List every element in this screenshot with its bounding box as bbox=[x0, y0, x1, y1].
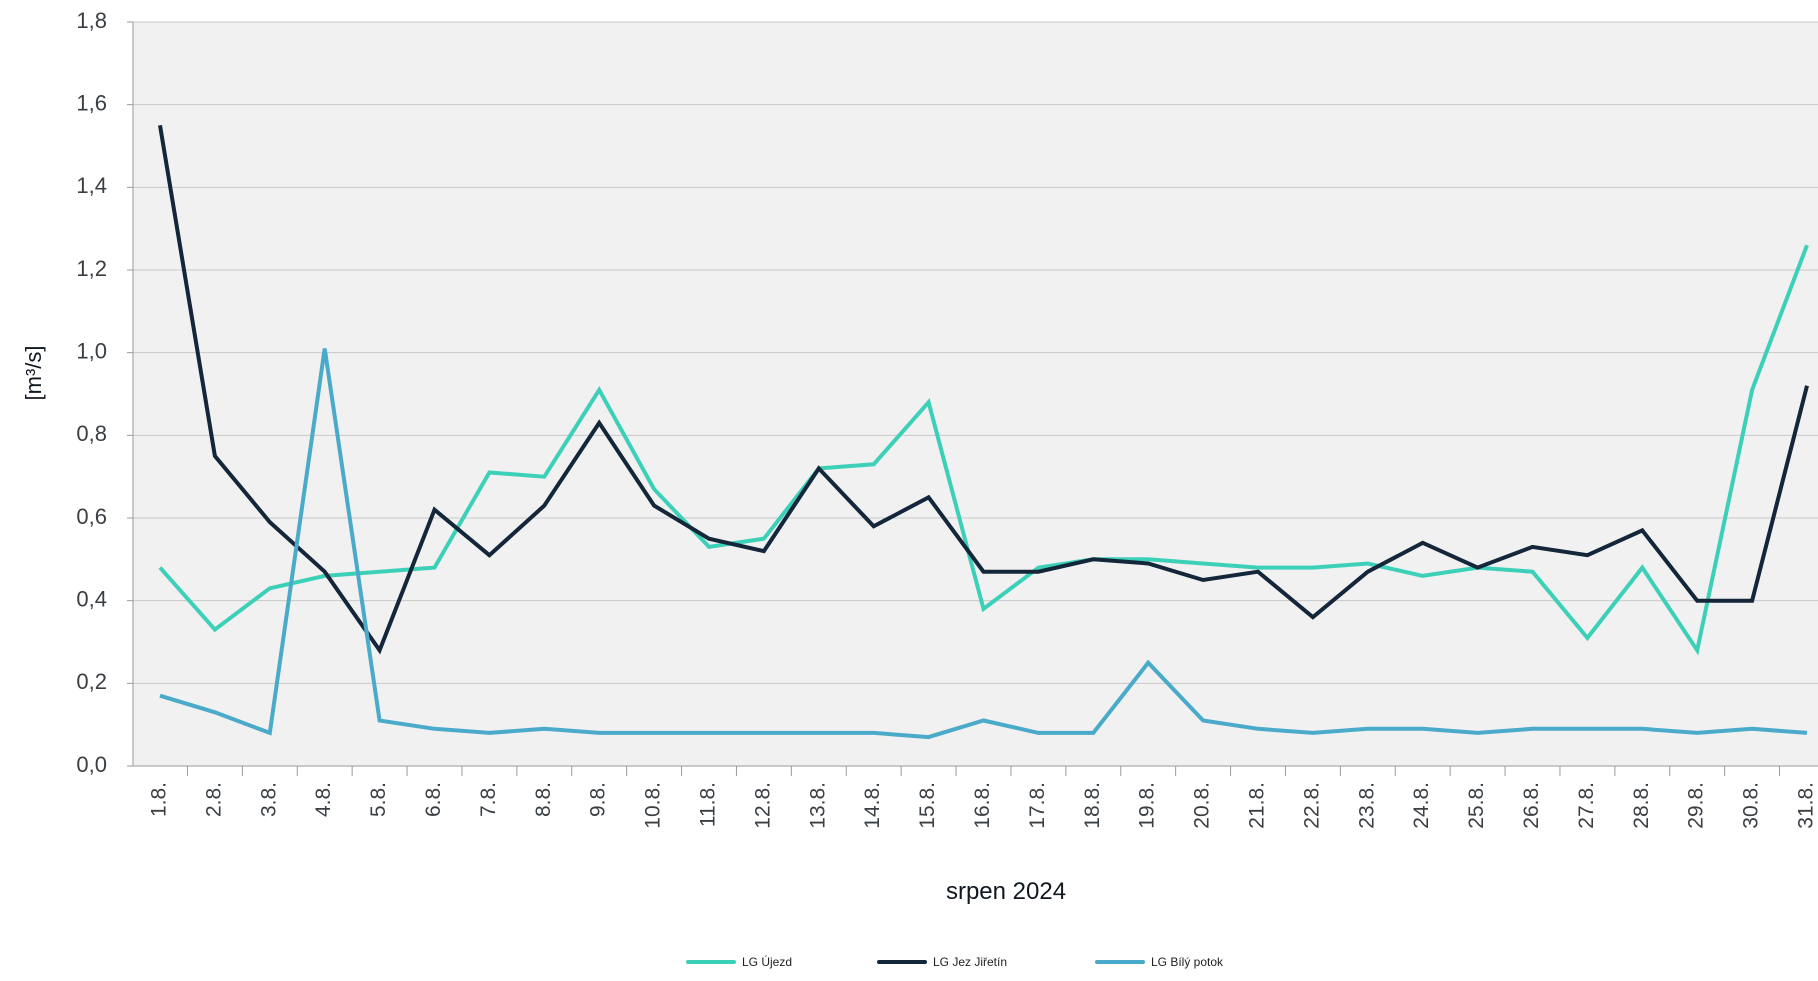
x-tick-label: 27.8. bbox=[1575, 782, 1598, 829]
legend-label-ujezd: LG Újezd bbox=[742, 955, 793, 969]
legend-swatch-bily-potok bbox=[1095, 960, 1145, 964]
x-tick-label: 20.8. bbox=[1191, 782, 1214, 829]
x-tick-label: 24.8. bbox=[1410, 782, 1433, 829]
x-tick-labels: 1.8. 2.8. 3.8. 4.8. 5.8. 6.8. 7.8. 8.8. 9.8. 10.8… bbox=[148, 766, 1818, 829]
legend-item-bily-potok: LG Bílý potok bbox=[1095, 955, 1223, 969]
series-lines bbox=[158, 124, 1809, 740]
x-tick-label: 5.8. bbox=[367, 782, 390, 817]
x-tick-label: 11.8. bbox=[697, 782, 720, 827]
plot-area bbox=[133, 22, 1818, 766]
y-tick-label: 0,8 bbox=[76, 421, 107, 446]
x-tick-label: 29.8. bbox=[1685, 782, 1708, 829]
x-tick-label: 22.8. bbox=[1300, 782, 1323, 829]
x-tick-label: 7.8. bbox=[477, 782, 500, 817]
x-tick-label: 3.8. bbox=[257, 782, 280, 817]
y-tick-label: 0,2 bbox=[76, 669, 107, 694]
x-tick-label: 21.8. bbox=[1246, 782, 1269, 829]
x-tick-label: 1.8. bbox=[148, 782, 171, 817]
legend-label-bily-potok: LG Bílý potok bbox=[1151, 955, 1224, 969]
grid-lines bbox=[133, 21, 1818, 684]
x-tick-label: 28.8. bbox=[1630, 782, 1653, 829]
legend-swatch-ujezd bbox=[686, 960, 736, 964]
x-tick-label: 10.8. bbox=[642, 782, 665, 829]
y-tick-label: 0,4 bbox=[76, 586, 107, 611]
y-tick-label: 0,6 bbox=[76, 504, 107, 529]
x-tick-label: 12.8. bbox=[751, 782, 774, 829]
x-tick-label: 19.8. bbox=[1136, 782, 1159, 829]
x-tick-label: 15.8. bbox=[916, 782, 939, 829]
y-tick-label: 1,4 bbox=[76, 173, 107, 198]
x-tick-label: 25.8. bbox=[1465, 782, 1488, 829]
x-tick-label: 6.8. bbox=[422, 782, 445, 817]
legend-swatch-jez-jiretin bbox=[877, 960, 927, 964]
y-tick-label: 1,2 bbox=[76, 256, 107, 281]
x-tick-label: 17.8. bbox=[1026, 782, 1049, 829]
x-tick-label: 30.8. bbox=[1740, 782, 1763, 829]
legend-label-jez-jiretin: LG Jez Jiřetín bbox=[933, 955, 1008, 969]
x-tick-label: 26.8. bbox=[1520, 782, 1543, 829]
legend-item-ujezd: LG Újezd bbox=[686, 955, 792, 969]
x-tick-label: 8.8. bbox=[532, 782, 555, 817]
x-tick-label: 13.8. bbox=[806, 782, 829, 829]
y-tick-label: 1,0 bbox=[76, 338, 107, 363]
y-axis-title: [m³/s] bbox=[21, 346, 46, 401]
x-tick-label: 14.8. bbox=[861, 782, 884, 829]
x-tick-label: 16.8. bbox=[971, 782, 994, 829]
x-axis-title: srpen 2024 bbox=[946, 878, 1066, 905]
x-tick-label: 4.8. bbox=[312, 782, 335, 817]
x-tick-label: 23.8. bbox=[1355, 782, 1378, 829]
y-tick-label: 1,6 bbox=[76, 90, 107, 115]
y-tick-label: 1,8 bbox=[76, 8, 107, 33]
x-tick-label: 2.8. bbox=[202, 782, 225, 817]
x-tick-label: 18.8. bbox=[1081, 782, 1104, 829]
legend-item-jez-jiretin: LG Jez Jiřetín bbox=[877, 955, 1007, 969]
y-tick-label: 0,0 bbox=[76, 752, 107, 777]
legend: LG Újezd LG Jez Jiřetín LG Bílý potok bbox=[0, 955, 1818, 979]
x-tick-label: 9.8. bbox=[587, 782, 610, 817]
y-tick-labels: 0,0 0,2 0,4 0,6 0,8 1,0 1,2 1,4 1,6 1,8 bbox=[76, 8, 133, 777]
x-tick-label: 31.8. bbox=[1795, 782, 1818, 829]
